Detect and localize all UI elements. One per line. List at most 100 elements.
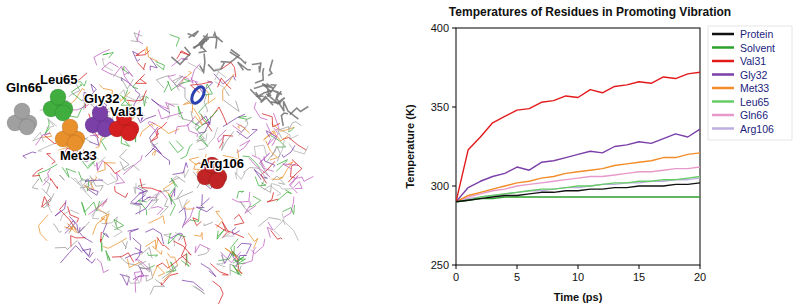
stick [271, 177, 282, 179]
stick [68, 206, 79, 222]
stick [137, 31, 143, 44]
stick [145, 229, 163, 244]
stick [219, 135, 233, 148]
stick [245, 201, 256, 213]
legend-label: Gln66 [740, 109, 768, 121]
stick [237, 243, 251, 254]
stick [115, 186, 128, 197]
stick [173, 76, 183, 91]
stick [274, 213, 284, 236]
series-line [456, 129, 700, 202]
stick [46, 201, 52, 213]
stick [71, 236, 86, 247]
structure [7, 31, 314, 304]
stick [198, 248, 209, 256]
legend-swatch [712, 73, 734, 76]
stick [169, 141, 183, 153]
stick [195, 244, 210, 252]
stick [149, 199, 159, 210]
legend-label: Arg106 [740, 123, 774, 135]
atom-sphere [14, 103, 30, 119]
plot-lines [456, 72, 700, 202]
stick [179, 208, 186, 228]
stick [182, 169, 189, 178]
stick [98, 173, 117, 185]
stick [121, 78, 136, 90]
stick [112, 253, 134, 262]
stick [170, 35, 180, 47]
stick [112, 225, 122, 236]
stick [193, 108, 202, 125]
stick [123, 155, 142, 174]
stick [114, 219, 124, 230]
stick [213, 281, 224, 304]
stick [59, 175, 64, 180]
stick [254, 102, 267, 120]
stick [47, 119, 57, 128]
canvas: Gln66Leu65Gly32Val31Met33Arg106Temperatu… [0, 0, 800, 308]
stick [134, 183, 137, 194]
stick [283, 164, 298, 169]
stick [124, 66, 133, 76]
stick [254, 145, 266, 156]
stick [42, 188, 51, 203]
y-tick-label: 300 [431, 180, 449, 192]
stick [248, 233, 258, 248]
stick [33, 132, 44, 142]
stick [106, 251, 110, 261]
stick [283, 220, 299, 241]
stick [271, 91, 282, 103]
stick [249, 196, 261, 207]
stick [32, 179, 39, 189]
stick [100, 232, 102, 242]
stick [222, 131, 234, 150]
ring [189, 85, 207, 106]
stick [55, 240, 78, 249]
stick [278, 98, 285, 112]
stick [255, 177, 266, 186]
legend-label: Solvent [740, 42, 775, 54]
stick [135, 259, 150, 269]
stick [120, 149, 130, 169]
y-tick-label: 250 [431, 259, 449, 271]
stick [133, 51, 140, 61]
x-tick-label: 20 [694, 271, 706, 283]
stick [284, 101, 299, 119]
stick [131, 33, 143, 42]
stick [60, 246, 82, 263]
stick [148, 121, 158, 133]
stick [169, 194, 176, 215]
x-tick-label: 0 [453, 271, 459, 283]
stick [136, 188, 150, 202]
stick [70, 217, 85, 234]
stick [207, 37, 222, 43]
x-tick-label: 10 [572, 271, 584, 283]
stick [135, 276, 149, 293]
x-tick [456, 265, 457, 269]
legend-box [708, 26, 792, 140]
y-tick [452, 107, 456, 108]
stick [288, 160, 302, 183]
stick [192, 286, 204, 294]
stick [181, 144, 193, 159]
plot-frame [456, 28, 700, 265]
stick [157, 237, 170, 250]
stick [101, 233, 105, 252]
stick [156, 62, 165, 70]
legend-label: Gly32 [740, 69, 768, 81]
stick [169, 176, 185, 182]
stick [70, 226, 78, 233]
stick [141, 247, 152, 258]
stick [282, 138, 306, 151]
x-axis-label: Time (ps) [554, 291, 603, 303]
residue-label: Arg106 [200, 156, 244, 171]
x-tick [700, 265, 701, 269]
stick [210, 264, 228, 276]
residue-label: Met33 [60, 148, 97, 163]
stick [252, 63, 261, 72]
stick [36, 133, 51, 145]
stick [268, 60, 273, 76]
stick [97, 259, 109, 273]
stick [182, 280, 204, 290]
stick [171, 47, 190, 64]
